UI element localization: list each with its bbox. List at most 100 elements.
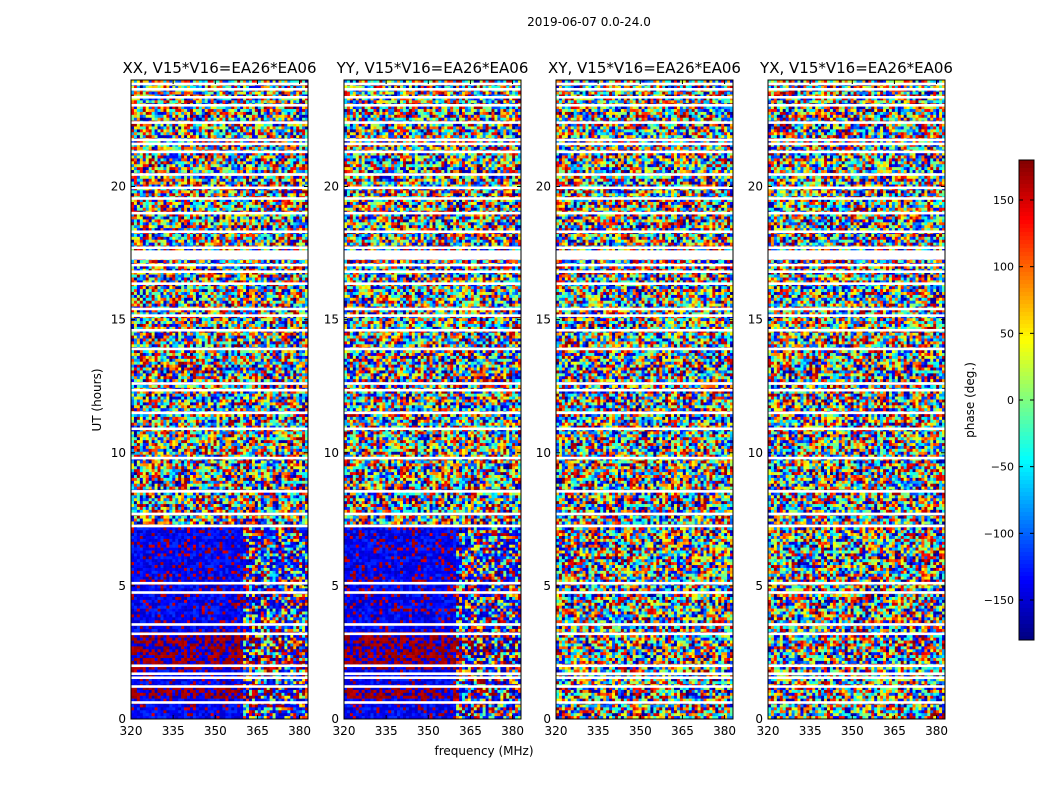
heatmap-cell bbox=[202, 92, 205, 95]
heatmap-cell bbox=[140, 92, 143, 95]
heatmap-cell bbox=[181, 106, 184, 109]
heatmap-cell bbox=[187, 100, 190, 103]
heatmap-cell bbox=[163, 92, 166, 95]
y-axis-label: UT (hours) bbox=[90, 368, 104, 431]
heatmap-cell bbox=[231, 92, 234, 95]
heatmap-cell bbox=[175, 92, 178, 95]
heatmap-cell bbox=[208, 106, 211, 109]
heatmap-cell bbox=[293, 100, 296, 103]
heatmap-cell bbox=[146, 92, 149, 95]
heatmap-cell bbox=[190, 100, 193, 103]
heatmap-cell bbox=[284, 92, 287, 95]
heatmap-cell bbox=[163, 106, 166, 109]
heatmap-cell bbox=[293, 92, 296, 95]
heatmap-cell bbox=[166, 92, 169, 95]
heatmap-cell bbox=[175, 100, 178, 103]
heatmap-cell bbox=[155, 106, 158, 109]
x-axis-label: frequency (MHz) bbox=[434, 744, 533, 758]
heatmap-cell bbox=[299, 100, 302, 103]
heatmap-cell bbox=[276, 100, 279, 103]
heatmap-cell bbox=[149, 92, 152, 95]
heatmap-cell bbox=[228, 92, 231, 95]
colorbar-label: phase (deg.) bbox=[963, 362, 977, 438]
heatmap-cell bbox=[161, 100, 164, 103]
heatmap-cell bbox=[196, 106, 199, 109]
heatmap-cell bbox=[134, 100, 137, 103]
heatmap-cell bbox=[255, 100, 258, 103]
heatmap-cell bbox=[270, 92, 273, 95]
heatmap-cell bbox=[184, 106, 187, 109]
heatmap-cell bbox=[240, 92, 243, 95]
heatmap-cell bbox=[302, 100, 305, 103]
heatmap-cell bbox=[152, 100, 155, 103]
heatmap-cell bbox=[158, 106, 161, 109]
heatmap-cell bbox=[172, 100, 175, 103]
heatmap-cell bbox=[178, 106, 181, 109]
heatmap-cell bbox=[137, 106, 140, 109]
heatmap-cell bbox=[267, 100, 270, 103]
heatmap-cell bbox=[273, 92, 276, 95]
heatmap-cell bbox=[149, 106, 152, 109]
heatmap-cell bbox=[261, 100, 264, 103]
heatmap-cell bbox=[258, 100, 261, 103]
heatmap-cell bbox=[208, 92, 211, 95]
heatmap-cell bbox=[228, 100, 231, 103]
heatmap-cell bbox=[196, 100, 199, 103]
heatmap-cell bbox=[161, 92, 164, 95]
heatmap-cell bbox=[255, 92, 258, 95]
heatmap-cell bbox=[225, 100, 228, 103]
heatmap-cell bbox=[158, 100, 161, 103]
phase-waterfall-figure: 2019-06-07 0.0-24.0 UT (hours) frequency… bbox=[0, 0, 1050, 800]
heatmap-cell bbox=[296, 100, 299, 103]
heatmap-cell bbox=[211, 100, 214, 103]
heatmap-cell bbox=[281, 92, 284, 95]
heatmap-cell bbox=[220, 92, 223, 95]
heatmap-cell bbox=[137, 92, 140, 95]
heatmap-cell bbox=[252, 100, 255, 103]
heatmap-cell bbox=[172, 106, 175, 109]
heatmap-cell bbox=[187, 106, 190, 109]
heatmap-cell bbox=[205, 100, 208, 103]
heatmap-cell bbox=[181, 92, 184, 95]
heatmap-cell bbox=[214, 92, 217, 95]
heatmap-cell bbox=[146, 106, 149, 109]
heatmap-cell bbox=[240, 100, 243, 103]
heatmap-cell bbox=[279, 100, 282, 103]
heatmap-cell bbox=[264, 92, 267, 95]
heatmap-cell bbox=[249, 100, 252, 103]
heatmap-cell bbox=[211, 92, 214, 95]
heatmap-cell bbox=[202, 106, 205, 109]
heatmap-cell bbox=[143, 92, 146, 95]
heatmap-cell bbox=[234, 92, 237, 95]
heatmap-cell bbox=[267, 92, 270, 95]
heatmap-cell bbox=[217, 92, 220, 95]
heatmap-cell bbox=[290, 92, 293, 95]
heatmap-cell bbox=[287, 92, 290, 95]
heatmap-cell bbox=[152, 92, 155, 95]
heatmap-cell bbox=[152, 106, 155, 109]
heatmap-cell bbox=[205, 106, 208, 109]
heatmap-cell bbox=[169, 92, 172, 95]
heatmap-cell bbox=[146, 100, 149, 103]
heatmap-cell bbox=[252, 92, 255, 95]
heatmap-cell bbox=[134, 106, 137, 109]
heatmap-cell bbox=[261, 92, 264, 95]
heatmap-cell bbox=[193, 106, 196, 109]
heatmap-cell bbox=[163, 100, 166, 103]
heatmap-cell bbox=[149, 100, 152, 103]
heatmap-cell bbox=[166, 106, 169, 109]
heatmap-cell bbox=[143, 100, 146, 103]
heatmap-cell bbox=[208, 100, 211, 103]
heatmap-cell bbox=[199, 106, 202, 109]
heatmap-cell bbox=[237, 92, 240, 95]
heatmap-cell bbox=[270, 100, 273, 103]
heatmap-cell bbox=[158, 92, 161, 95]
heatmap-cell bbox=[276, 92, 279, 95]
heatmap-cell bbox=[281, 100, 284, 103]
heatmap-cell bbox=[222, 92, 225, 95]
heatmap-cell bbox=[140, 106, 143, 109]
heatmap-cell bbox=[205, 92, 208, 95]
heatmap-cell bbox=[287, 100, 290, 103]
heatmap-cell bbox=[184, 100, 187, 103]
